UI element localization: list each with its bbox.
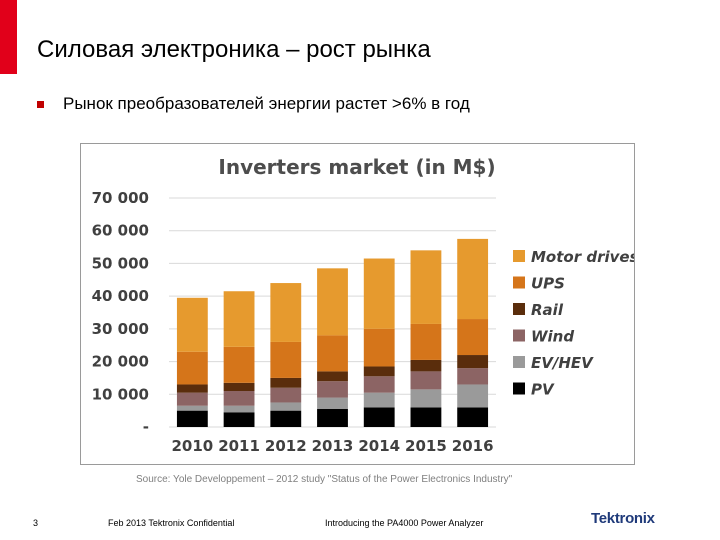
x-tick-label: 2010	[171, 437, 213, 455]
bar-segment-ev-hev	[363, 392, 395, 408]
bar-segment-ups	[317, 335, 348, 372]
bar-segment-ev-hev	[270, 402, 302, 411]
footer-confidential: Feb 2013 Tektronix Confidential	[108, 518, 235, 528]
legend-swatch	[513, 250, 525, 262]
bullet-text: Рынок преобразователей энергии растет >6…	[63, 94, 470, 113]
y-tick-label: 20 000	[92, 353, 149, 371]
legend-label: UPS	[531, 275, 565, 293]
bar-segment-ups	[270, 341, 302, 378]
bar-segment-ev-hev	[176, 405, 208, 411]
bar-segment-motor-drives	[363, 258, 395, 329]
x-tick-label: 2013	[312, 437, 354, 455]
bar-segment-wind	[176, 392, 208, 406]
legend-swatch	[513, 356, 525, 368]
bar-segment-rail	[270, 377, 302, 388]
chart-title: Inverters market (in M$)	[218, 155, 495, 179]
bar-segment-wind	[363, 376, 395, 393]
legend-label: PV	[531, 381, 555, 399]
bar-segment-pv	[457, 407, 489, 427]
accent-bar	[0, 0, 17, 74]
legend-label: Wind	[531, 328, 574, 346]
bar-segment-wind	[270, 387, 302, 403]
y-tick-label: 60 000	[92, 222, 149, 240]
bar-segment-rail	[223, 382, 255, 392]
tektronix-logo: Tektronix	[591, 510, 655, 527]
bar-segment-pv	[317, 409, 348, 427]
bar-segment-ups	[176, 351, 208, 385]
y-tick-label: 40 000	[92, 287, 149, 305]
legend-swatch	[513, 303, 525, 315]
bar-segment-rail	[176, 384, 208, 393]
legend-swatch	[513, 382, 525, 395]
x-tick-label: 2012	[265, 437, 307, 455]
bar-segment-ups	[363, 328, 395, 367]
bar-segment-motor-drives	[223, 291, 255, 347]
bar-segment-motor-drives	[317, 268, 348, 336]
bar-segment-ups	[410, 323, 442, 360]
page-number: 3	[33, 518, 39, 528]
legend-label: Motor drives	[531, 248, 634, 266]
bar-segment-pv	[410, 407, 442, 427]
y-tick-label: 10 000	[92, 385, 149, 403]
x-tick-label: 2016	[452, 437, 494, 455]
legend-swatch	[513, 329, 525, 342]
bar-segment-rail	[457, 355, 489, 369]
slide-title: Силовая электроника – рост рынка	[37, 36, 431, 63]
inverters-market-chart: Inverters market (in M$) - 10 000 20 000 30 …	[92, 155, 634, 455]
bar-segment-rail	[363, 366, 395, 377]
bar-segment-motor-drives	[457, 238, 489, 320]
y-tick-label: 50 000	[92, 254, 149, 272]
bar-segment-ups	[223, 346, 255, 383]
bar-segment-motor-drives	[410, 250, 442, 324]
bar-segment-ev-hev	[317, 397, 348, 410]
bar-segment-rail	[410, 359, 442, 372]
x-tick-label: 2011	[218, 437, 260, 455]
bar-segment-rail	[317, 371, 348, 382]
bar-segment-pv	[363, 407, 395, 427]
x-tick-label: 2014	[358, 437, 400, 455]
bar-segment-motor-drives	[270, 283, 302, 342]
bullet-square-icon	[37, 100, 44, 108]
x-tick-label: 2015	[405, 437, 447, 455]
bullet-point: Рынок преобразователей энергии растет >6…	[37, 94, 470, 114]
bar-segment-ev-hev	[410, 389, 442, 408]
bar-segment-wind	[317, 381, 348, 398]
bar-segment-wind	[457, 368, 489, 385]
bar-segment-ev-hev	[457, 384, 489, 408]
bar-segment-motor-drives	[176, 297, 208, 352]
bar-segment-pv	[270, 410, 302, 427]
bar-segment-pv	[223, 412, 255, 427]
y-tick-label: 30 000	[92, 320, 149, 338]
bar-segment-pv	[176, 410, 208, 427]
chart-frame: Inverters market (in M$) - 10 000 20 000 30 …	[80, 143, 635, 465]
bar-segment-wind	[223, 391, 255, 406]
y-tick-label: 70 000	[92, 189, 149, 207]
legend-label: EV/HEV	[531, 354, 594, 372]
legend-swatch	[513, 276, 525, 289]
legend-label: Rail	[531, 301, 564, 319]
source-note: Source: Yole Developpement – 2012 study …	[136, 474, 513, 485]
footer-presentation-title: Introducing the PA4000 Power Analyzer	[325, 518, 484, 528]
y-tick-label: -	[143, 418, 149, 436]
bar-segment-ev-hev	[223, 405, 255, 413]
bar-segment-wind	[410, 371, 442, 390]
bar-segment-ups	[457, 319, 489, 356]
